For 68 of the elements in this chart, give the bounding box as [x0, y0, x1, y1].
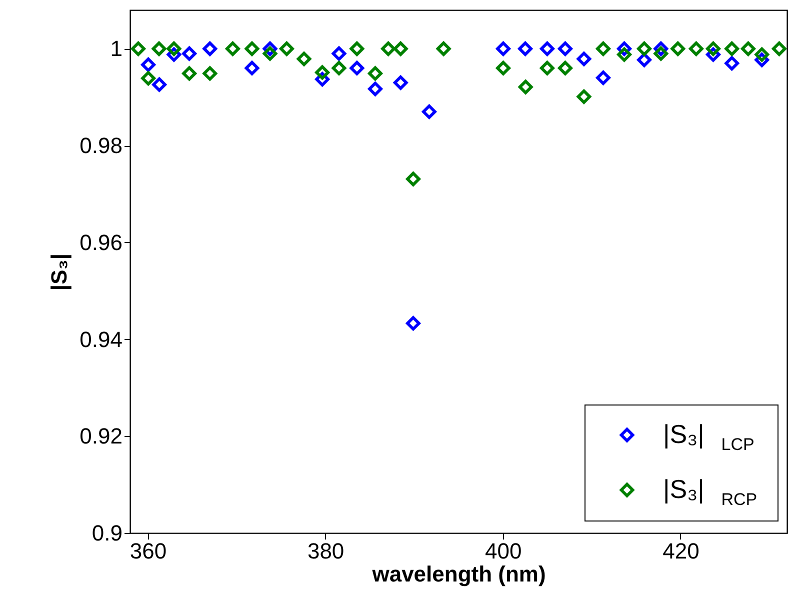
point — [406, 316, 420, 331]
x-tick-label: 360 — [130, 538, 167, 564]
legend-label: |S₃|RCP — [663, 474, 758, 509]
point — [141, 71, 156, 86]
point — [296, 52, 312, 66]
point — [166, 42, 182, 56]
point — [540, 60, 554, 76]
point — [688, 42, 704, 56]
point — [637, 52, 652, 68]
point — [540, 42, 554, 56]
point — [637, 42, 652, 56]
point — [576, 52, 592, 66]
y-axis-title: |S₃| — [46, 253, 72, 291]
point — [406, 172, 420, 186]
point — [617, 47, 632, 62]
y-tick-label: 0.92 — [80, 424, 122, 449]
point — [152, 77, 166, 92]
x-tick-label: 420 — [662, 538, 700, 564]
point — [518, 80, 533, 94]
point — [262, 46, 278, 61]
point — [131, 42, 146, 56]
point — [724, 42, 740, 56]
x-tick-label: 380 — [307, 538, 344, 564]
point — [315, 65, 330, 80]
point — [368, 82, 382, 96]
point — [332, 60, 346, 76]
point — [368, 66, 382, 81]
point — [724, 56, 740, 70]
point — [496, 42, 510, 56]
point — [226, 42, 240, 56]
point — [202, 66, 218, 81]
point — [741, 42, 756, 56]
point — [496, 60, 510, 76]
point — [558, 60, 572, 76]
point — [754, 47, 770, 62]
point — [141, 58, 156, 72]
y-tick-label: 0.98 — [80, 133, 122, 158]
point — [332, 46, 346, 61]
y-tick-label: 1 — [110, 36, 122, 62]
point — [280, 42, 294, 56]
point — [596, 70, 610, 85]
point — [654, 46, 668, 61]
point — [350, 42, 364, 56]
point — [422, 104, 436, 119]
point — [393, 42, 408, 56]
y-tick-label: 0.94 — [80, 326, 122, 352]
point — [518, 42, 532, 56]
point — [182, 66, 197, 81]
point — [436, 42, 451, 56]
point — [393, 75, 408, 90]
x-tick-label: 400 — [485, 538, 522, 564]
point — [596, 42, 610, 56]
point — [244, 60, 260, 76]
point — [576, 89, 592, 104]
point — [350, 60, 364, 76]
point — [381, 42, 396, 56]
point — [670, 42, 686, 56]
x-axis-title: wavelength (nm) — [371, 562, 546, 586]
point — [706, 42, 720, 56]
point — [152, 42, 166, 56]
y-tick-label: 0.96 — [80, 230, 122, 255]
point — [244, 42, 260, 56]
point — [558, 42, 572, 56]
y-tick-label: 0.9 — [92, 520, 122, 546]
point — [182, 46, 197, 61]
legend-label: |S₃|LCP — [663, 419, 754, 454]
point — [772, 42, 786, 56]
point — [202, 42, 218, 56]
